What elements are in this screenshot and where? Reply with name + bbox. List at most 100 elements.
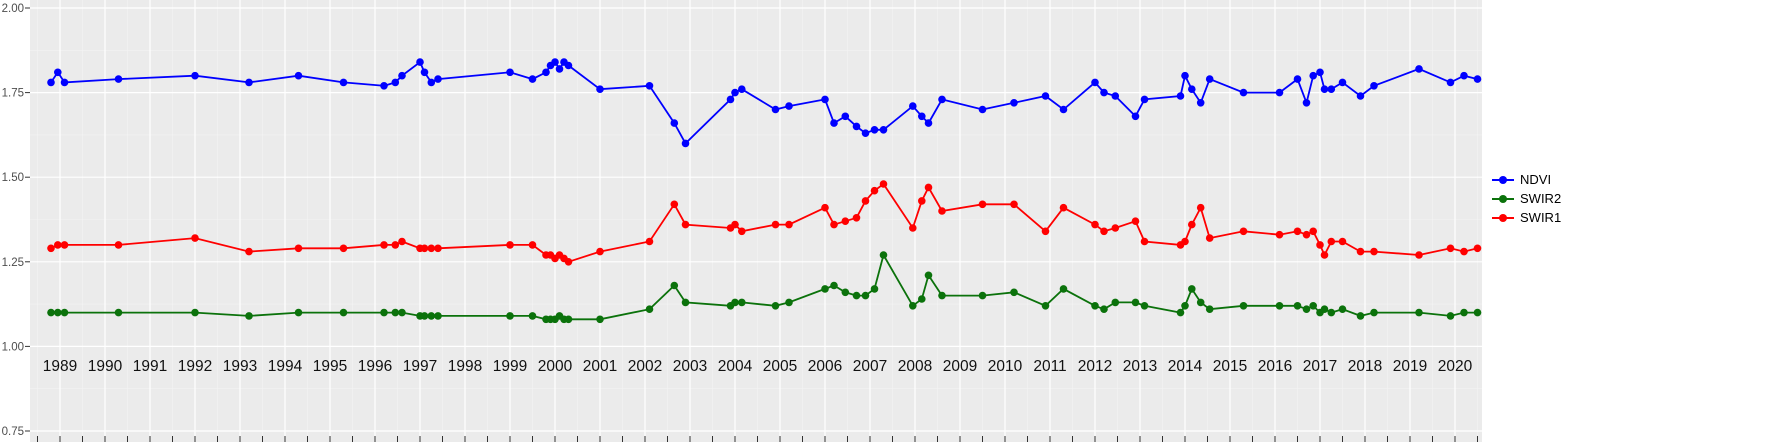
data-point — [924, 271, 933, 280]
data-point — [1338, 78, 1347, 87]
data-point — [528, 312, 537, 320]
data-point — [434, 312, 442, 320]
data-point — [339, 308, 348, 317]
data-point — [398, 237, 406, 246]
data-point — [681, 139, 690, 148]
data-point — [427, 78, 436, 87]
data-point — [924, 183, 933, 192]
legend-point-glyph — [1499, 175, 1507, 184]
data-point — [645, 82, 654, 90]
data-point — [564, 315, 573, 324]
data-point — [1460, 247, 1468, 256]
data-point — [380, 241, 388, 249]
data-point — [771, 220, 780, 229]
data-point — [1111, 224, 1120, 232]
data-point — [1338, 237, 1347, 246]
data-point — [1293, 75, 1302, 83]
data-point — [596, 247, 604, 256]
data-point — [1100, 88, 1108, 97]
x-tick-label: 1996 — [358, 358, 392, 375]
legend-point-glyph — [1499, 213, 1507, 222]
x-tick-label: 2012 — [1078, 358, 1112, 375]
data-point — [909, 102, 917, 110]
data-point — [1302, 99, 1311, 107]
data-point — [861, 197, 870, 205]
data-point — [1415, 308, 1423, 317]
data-point — [1316, 241, 1324, 249]
data-point — [1302, 305, 1311, 314]
data-point — [1473, 75, 1482, 83]
data-point — [785, 298, 793, 307]
data-point — [785, 220, 793, 229]
data-point — [245, 78, 253, 87]
data-point — [1320, 251, 1329, 259]
x-tick-label: 2013 — [1123, 358, 1157, 375]
x-tick-label: 2001 — [583, 358, 617, 375]
data-point — [738, 227, 746, 236]
data-point — [294, 308, 303, 317]
x-tick-label: 2009 — [943, 358, 977, 375]
grid-minor — [30, 0, 1482, 442]
legend-item-ndvi: NDVI — [1492, 170, 1561, 189]
data-point — [645, 305, 654, 314]
x-tick-label: 2007 — [853, 358, 887, 375]
data-point — [506, 312, 514, 320]
data-point — [924, 119, 933, 127]
plot-panel — [30, 0, 1482, 442]
y-tick-label: 1.75 — [2, 88, 24, 100]
data-point — [114, 75, 123, 83]
data-point — [1196, 298, 1205, 307]
data-point — [427, 312, 436, 320]
data-point — [551, 58, 559, 66]
data-point — [1239, 227, 1248, 236]
data-point — [528, 241, 537, 249]
data-point — [870, 186, 879, 195]
x-tick-label: 2008 — [898, 358, 932, 375]
data-point — [852, 214, 861, 222]
data-point — [1370, 82, 1378, 90]
data-point — [506, 68, 514, 77]
data-point — [1131, 298, 1140, 307]
data-point — [1188, 220, 1196, 229]
data-point — [738, 298, 746, 307]
data-point — [416, 58, 424, 66]
data-point — [1293, 302, 1302, 310]
data-point — [1140, 302, 1149, 310]
legend-label: SWIR2 — [1520, 191, 1562, 206]
y-tick-label: 0.75 — [2, 426, 24, 438]
data-point — [1239, 88, 1248, 97]
data-point — [114, 308, 123, 317]
data-point — [918, 197, 926, 205]
data-point — [60, 241, 69, 249]
data-point — [294, 244, 303, 253]
data-point — [1205, 234, 1214, 242]
x-tick-label: 1998 — [448, 358, 482, 375]
data-point — [1059, 285, 1068, 293]
data-point — [909, 302, 917, 310]
data-point — [1415, 251, 1423, 259]
data-point — [879, 126, 888, 134]
data-point — [1356, 92, 1365, 100]
data-point — [670, 281, 679, 290]
data-point — [1188, 285, 1196, 293]
data-point — [542, 68, 550, 77]
legend-key-icon — [1492, 192, 1514, 206]
data-point — [191, 234, 199, 242]
data-point — [1188, 85, 1196, 93]
data-point — [1460, 71, 1468, 80]
y-axis-labels: 2.00 1.75 1.50 1.25 1.00 0.75 — [2, 3, 24, 438]
data-point — [1356, 247, 1365, 256]
data-point — [681, 220, 690, 229]
x-tick-label: 2011 — [1033, 358, 1066, 375]
data-point — [731, 298, 739, 307]
data-point — [339, 78, 348, 87]
x-tick-label: 2002 — [628, 358, 662, 375]
data-point — [380, 308, 388, 317]
data-point — [861, 291, 870, 300]
data-point — [191, 71, 199, 80]
x-tick-label: 1992 — [178, 358, 212, 375]
series-ndvi — [47, 58, 1482, 148]
data-point — [506, 241, 514, 249]
data-point — [771, 302, 780, 310]
data-point — [841, 217, 850, 225]
